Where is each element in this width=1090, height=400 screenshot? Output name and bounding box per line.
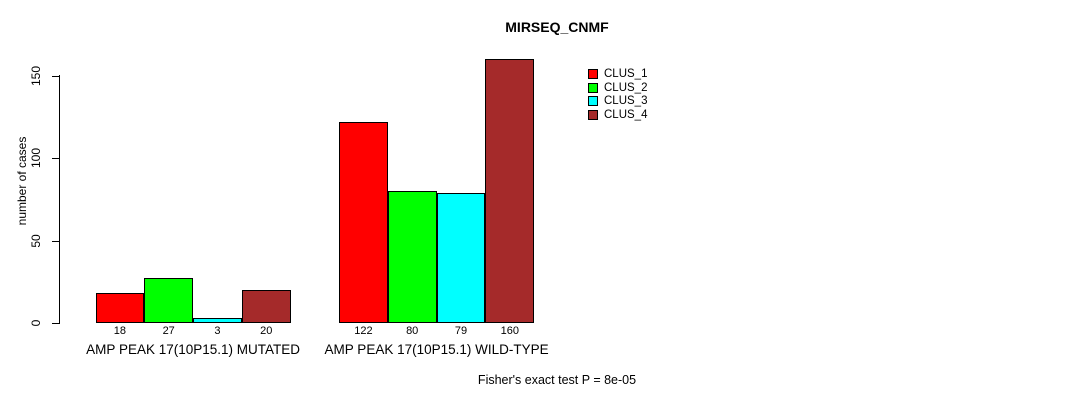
bar-CLUS_4: [241, 290, 291, 323]
bar-value-label: 27: [162, 325, 175, 337]
chart-title: MIRSEQ_CNMF: [505, 19, 609, 35]
y-tick-label: 100: [29, 147, 43, 169]
bar-value-label: 79: [454, 325, 468, 337]
legend-label: CLUS_2: [604, 81, 648, 94]
legend-label: CLUS_3: [604, 95, 648, 108]
bar-CLUS_1: [95, 293, 145, 323]
legend-label: CLUS_1: [604, 67, 648, 80]
legend-row-CLUS_3: CLUS_3: [588, 95, 647, 107]
bar-CLUS_4: [485, 59, 535, 323]
legend-row-CLUS_1: CLUS_1: [588, 68, 647, 80]
bar-value-label: 122: [354, 325, 373, 337]
legend-row-CLUS_4: CLUS_4: [588, 109, 647, 121]
y-tick-mark: [52, 240, 59, 242]
y-tick-label: 150: [29, 65, 43, 86]
category-label: AMP PEAK 17(10P15.1) WILD-TYPE: [324, 342, 549, 357]
legend-swatch-CLUS_3: [588, 96, 598, 107]
y-tick-mark: [52, 75, 59, 77]
bar-CLUS_2: [387, 191, 437, 323]
legend-swatch-CLUS_1: [588, 68, 598, 79]
y-tick-mark: [52, 323, 59, 324]
bar-value-label: 3: [214, 325, 221, 337]
y-axis-label: number of cases: [15, 136, 29, 226]
legend-row-CLUS_2: CLUS_2: [588, 82, 647, 94]
bar-value-label: 80: [406, 325, 419, 337]
bar-value-label: 18: [113, 325, 127, 337]
bar-CLUS_3: [193, 318, 242, 323]
bar-CLUS_3: [436, 192, 486, 323]
fisher-test-footnote: Fisher's exact test P = 8e-05: [477, 373, 637, 387]
category-label: AMP PEAK 17(10P15.1) MUTATED: [86, 342, 301, 357]
bar-value-label: 160: [500, 325, 519, 337]
legend-swatch-CLUS_4: [588, 109, 598, 120]
y-tick-mark: [52, 158, 59, 159]
y-tick-label: 50: [29, 233, 43, 248]
y-axis-line: [59, 75, 60, 324]
y-tick-label: 0: [29, 319, 43, 327]
bar-value-label: 20: [260, 325, 273, 337]
bar-CLUS_1: [339, 121, 388, 323]
legend-label: CLUS_4: [604, 108, 648, 121]
legend-swatch-CLUS_2: [588, 82, 598, 93]
bar-CLUS_2: [144, 278, 194, 323]
